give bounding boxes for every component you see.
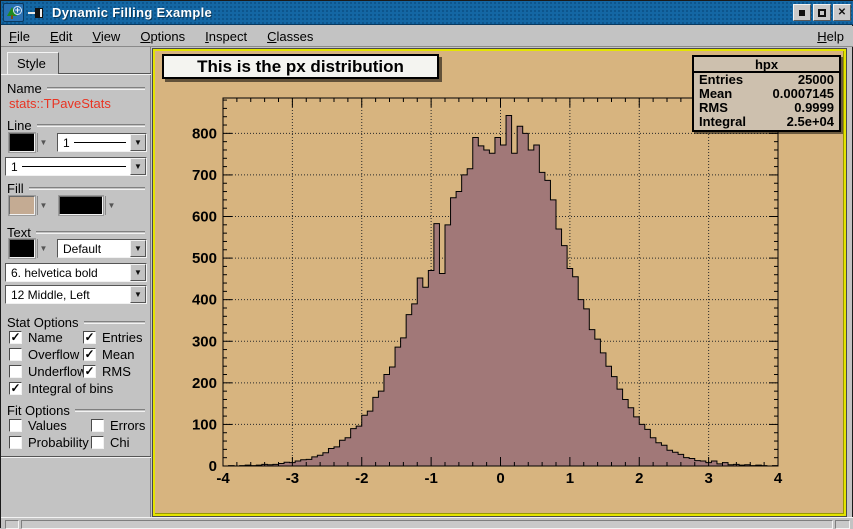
checkbox-stat-rms[interactable]: RMS: [83, 364, 131, 379]
chevron-down-icon[interactable]: ▼: [130, 286, 146, 303]
svg-text:0: 0: [209, 458, 217, 475]
svg-text:3: 3: [704, 470, 712, 487]
stat-options-header: Stat Options: [7, 315, 145, 330]
line-width-combobox[interactable]: 1 ▼: [57, 133, 147, 152]
chevron-down-icon[interactable]: ▼: [130, 134, 146, 151]
checkbox-icon[interactable]: [9, 436, 22, 449]
fill-color-arrow-icon[interactable]: ▼: [37, 196, 49, 215]
svg-text:700: 700: [192, 167, 217, 184]
menu-bar: File Edit View Options Inspect Classes H…: [1, 26, 853, 47]
fill-color-swatch[interactable]: [8, 195, 36, 216]
status-bar: [1, 517, 853, 529]
svg-text:-3: -3: [286, 470, 299, 487]
checkbox-icon[interactable]: [83, 331, 96, 344]
menu-view[interactable]: View: [92, 28, 121, 44]
svg-text:800: 800: [192, 125, 217, 142]
tab-style[interactable]: Style: [7, 52, 59, 74]
checkbox-icon[interactable]: [9, 419, 22, 432]
checkbox-icon[interactable]: [9, 331, 22, 344]
checkbox-fit-probability[interactable]: Probability: [9, 435, 89, 450]
chevron-down-icon[interactable]: ▼: [130, 240, 146, 257]
histogram-title-pave[interactable]: This is the px distribution: [162, 54, 439, 79]
stats-histogram-name: hpx: [694, 57, 839, 73]
checkbox-fit-errors[interactable]: Errors: [91, 418, 145, 433]
line-style-combobox[interactable]: 1 ▼: [5, 157, 147, 176]
svg-text:300: 300: [192, 333, 217, 350]
svg-text:-4: -4: [216, 470, 230, 487]
stats-row-integral: Integral 2.5e+04: [699, 114, 834, 129]
svg-text:100: 100: [192, 416, 217, 433]
svg-text:-1: -1: [424, 470, 437, 487]
checkbox-stat-integral[interactable]: Integral of bins: [9, 381, 113, 396]
line-color-arrow-icon[interactable]: ▼: [37, 133, 49, 152]
svg-text:500: 500: [192, 250, 217, 267]
chevron-down-icon[interactable]: ▼: [130, 264, 146, 281]
name-group-header: Name: [7, 81, 145, 96]
svg-text:200: 200: [192, 375, 217, 392]
stats-row-entries: Entries 25000: [699, 72, 834, 87]
line-color-swatch[interactable]: [8, 132, 36, 153]
maximize-button[interactable]: [813, 4, 831, 21]
menu-help[interactable]: Help: [817, 28, 844, 44]
checkbox-icon[interactable]: [83, 348, 96, 361]
root-canvas[interactable]: -4 -3 -2 -1 0 1 2 3 4 0 100 200 300 400 500 600 700 800 T…: [152, 48, 847, 517]
menu-inspect[interactable]: Inspect: [205, 28, 248, 44]
text-color-arrow-icon[interactable]: ▼: [37, 239, 49, 258]
text-font-combobox[interactable]: 6. helvetica bold ▼: [5, 263, 147, 282]
minimize-button[interactable]: [793, 4, 811, 21]
checkbox-stat-mean[interactable]: Mean: [83, 347, 135, 362]
checkbox-stat-entries[interactable]: Entries: [83, 330, 142, 345]
fill-pattern-swatch[interactable]: [58, 195, 104, 216]
menu-file[interactable]: File: [9, 28, 30, 44]
stats-row-mean: Mean 0.0007145: [699, 86, 834, 101]
fill-pattern-arrow-icon[interactable]: ▼: [105, 196, 117, 215]
fill-group-header: Fill: [7, 181, 145, 196]
checkbox-icon[interactable]: [9, 348, 22, 361]
close-button[interactable]: ✕: [833, 4, 851, 21]
checkbox-icon[interactable]: [91, 436, 104, 449]
stats-pave[interactable]: hpx Entries 25000 Mean 0.0007145 RMS 0.9999…: [692, 55, 841, 132]
selected-object-name: stats::TPaveStats: [9, 96, 111, 111]
checkbox-stat-overflow[interactable]: Overflow: [9, 347, 79, 362]
checkbox-fit-values[interactable]: Values: [9, 418, 67, 433]
chevron-down-icon[interactable]: ▼: [130, 158, 146, 175]
svg-text:400: 400: [192, 292, 217, 309]
svg-text:-2: -2: [355, 470, 368, 487]
checkbox-stat-underflow[interactable]: Underflow: [9, 364, 87, 379]
checkbox-icon[interactable]: [9, 365, 22, 378]
svg-text:1: 1: [566, 470, 574, 487]
pin-icon[interactable]: [28, 7, 44, 19]
svg-text:4: 4: [774, 470, 783, 487]
title-bar[interactable]: + Dynamic Filling Example ✕: [1, 1, 853, 25]
svg-text:0: 0: [496, 470, 504, 487]
text-align-combobox[interactable]: Default ▼: [57, 239, 147, 258]
window-title: Dynamic Filling Example: [52, 5, 213, 20]
svg-text:2: 2: [635, 470, 643, 487]
line-group-header: Line: [7, 118, 145, 133]
checkbox-icon[interactable]: [9, 382, 22, 395]
checkbox-stat-name[interactable]: Name: [9, 330, 63, 345]
stats-row-rms: RMS 0.9999: [699, 100, 834, 115]
checkbox-fit-chi[interactable]: Chi: [91, 435, 130, 450]
svg-text:600: 600: [192, 209, 217, 226]
text-group-header: Text: [7, 225, 145, 240]
menu-edit[interactable]: Edit: [49, 28, 73, 44]
menu-options[interactable]: Options: [140, 28, 186, 44]
fit-options-header: Fit Options: [7, 403, 145, 418]
root-app-icon: +: [3, 3, 24, 22]
text-size-combobox[interactable]: 12 Middle, Left ▼: [5, 285, 147, 304]
menu-classes[interactable]: Classes: [267, 28, 314, 44]
text-color-swatch[interactable]: [8, 238, 36, 259]
checkbox-icon[interactable]: [83, 365, 96, 378]
checkbox-icon[interactable]: [91, 419, 104, 432]
style-editor-panel: Style Name stats::TPaveStats Line ▼ 1 ▼ …: [1, 47, 151, 517]
